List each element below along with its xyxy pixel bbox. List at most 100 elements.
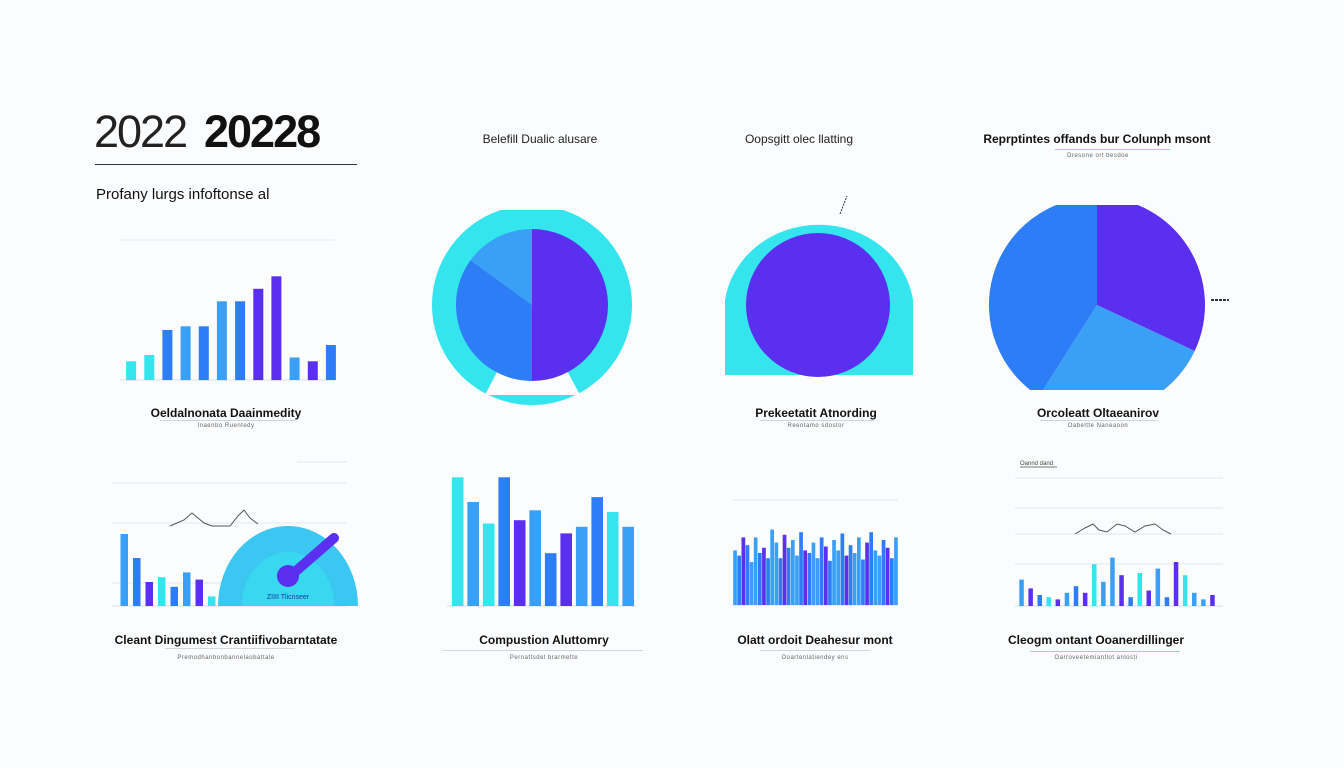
c6-bar-10 — [606, 512, 619, 606]
chart-5-gauge-label: ZIIII Tlicnseer — [267, 594, 310, 601]
panel-6-caption: Compustion Aluttomry — [479, 633, 609, 647]
panel-8-caption: Cleogm ontant Ooanerdillinger — [1007, 633, 1184, 647]
c6-bar-9 — [591, 497, 603, 606]
c8-bar-13 — [1137, 573, 1142, 606]
c1-bar-5 — [216, 301, 227, 381]
c2-slice-1 — [455, 260, 532, 381]
c8-bar-5 — [1064, 592, 1070, 606]
c6-bar-0 — [451, 477, 464, 606]
c8-bar-4 — [1055, 599, 1061, 606]
chart-5-gauge — [218, 526, 358, 606]
c2-slice-0 — [532, 229, 608, 381]
c8-bar-21 — [1210, 595, 1215, 606]
c7-bar-15 — [795, 555, 799, 605]
c2-slice-2 — [470, 228, 532, 305]
c1-bar-9 — [289, 357, 300, 380]
c8-bar-8 — [1092, 564, 1097, 606]
panel-4-rule — [1040, 420, 1158, 421]
c7-bar-22 — [824, 546, 828, 605]
chart-1 — [120, 239, 336, 381]
c1-bar-8 — [271, 276, 282, 381]
chart-3 — [725, 195, 913, 377]
c1-bar-1 — [144, 355, 155, 380]
c6-bar-4 — [513, 520, 526, 606]
chart-7 — [732, 499, 898, 606]
c3-slice-0 — [746, 233, 890, 377]
panel-7-subcaption: Ooartenlatiendey ens — [781, 655, 849, 661]
panel-8-subcaption: Oarroveetemiantlot anlosti — [1054, 655, 1138, 661]
c7-bar-17 — [803, 550, 807, 605]
c7-bar-21 — [819, 537, 824, 605]
c7-bar-25 — [836, 550, 840, 605]
c4-slice-1 — [1043, 305, 1195, 390]
c6-bar-2 — [482, 523, 495, 606]
panel-4-subcaption: Oabeltte Naneaoon — [1067, 423, 1129, 429]
c7-bar-33 — [869, 532, 873, 605]
c6-bar-8 — [575, 526, 588, 606]
c8-bar-17 — [1173, 562, 1179, 606]
c5-bar-1 — [133, 558, 141, 606]
c6-bar-5 — [529, 510, 541, 606]
chart-6 — [447, 477, 637, 607]
panel-2-title: Belefill Dualic alusare — [482, 132, 598, 146]
panel-4-caption: Orcoleatt Oltaeanirov — [1036, 406, 1160, 420]
chart-5-line — [169, 509, 259, 527]
c7-bar-37 — [885, 547, 890, 605]
c7-bar-2 — [741, 537, 746, 605]
c7-bar-11 — [778, 558, 783, 605]
c8-bar-6 — [1073, 586, 1079, 606]
c8-bar-18 — [1182, 575, 1188, 606]
year-bold: 20228 — [204, 106, 321, 157]
c8-bar-0 — [1019, 579, 1024, 606]
panel-1-subcaption: Inaenbo Ruentedy — [197, 423, 255, 429]
panel-6-rule — [443, 650, 643, 651]
c7-bar-6 — [758, 553, 762, 605]
panel-3-subcaption: Reentamo sdostor — [787, 423, 845, 429]
panel-4-title-rule — [1055, 149, 1170, 150]
c4-slice-2 — [988, 205, 1097, 390]
c7-bar-7 — [762, 547, 766, 605]
c5-bar-4 — [170, 586, 178, 606]
chart-4 — [988, 205, 1229, 390]
chart-8-legend: Oannd dand — [1020, 461, 1053, 467]
c8-bar-1 — [1028, 588, 1033, 606]
chart-8: Oannd dand — [1015, 461, 1223, 607]
c7-bar-18 — [807, 553, 812, 605]
c7-bar-38 — [890, 558, 894, 605]
c5-bar-0 — [120, 534, 128, 606]
c5-bar-3 — [158, 577, 166, 606]
panel-3-rule — [760, 420, 875, 421]
c7-bar-19 — [811, 542, 816, 605]
c8-bar-9 — [1101, 581, 1106, 606]
c6-bar-3 — [498, 477, 510, 606]
panel-1-rule — [160, 420, 295, 421]
c7-bar-10 — [774, 542, 779, 605]
c6-bar-6 — [544, 553, 557, 606]
c7-bar-36 — [881, 540, 886, 605]
panel-4-title: Reprptintes offands bur Colunph msont — [983, 132, 1211, 146]
c7-bar-5 — [753, 537, 758, 605]
year-light: 2022 — [94, 106, 188, 157]
c8-bar-19 — [1192, 592, 1197, 606]
chart-8-gridlines — [1015, 477, 1223, 607]
year-underline — [95, 164, 357, 165]
c7-bar-34 — [873, 550, 878, 605]
panel-5-subcaption: Premodhanbonbannelaobattale — [177, 655, 275, 661]
c8-bar-20 — [1201, 599, 1206, 606]
c7-bar-12 — [782, 534, 787, 605]
c7-bar-1 — [737, 555, 741, 605]
c7-bar-39 — [894, 537, 898, 605]
c7-bar-29 — [852, 553, 857, 605]
c4-slice-0 — [1097, 205, 1205, 351]
c6-bar-11 — [622, 526, 634, 606]
c1-bar-3 — [180, 326, 191, 381]
c7-bar-16 — [799, 532, 803, 605]
c5-bar-2 — [145, 582, 153, 606]
panel-7-rule — [760, 650, 870, 651]
c8-bar-12 — [1128, 597, 1133, 606]
c7-bar-8 — [766, 558, 770, 605]
c1-bar-7 — [253, 288, 264, 381]
c1-bar-6 — [235, 301, 246, 381]
panel-5-rule — [165, 648, 295, 649]
c7-bar-20 — [815, 558, 820, 605]
